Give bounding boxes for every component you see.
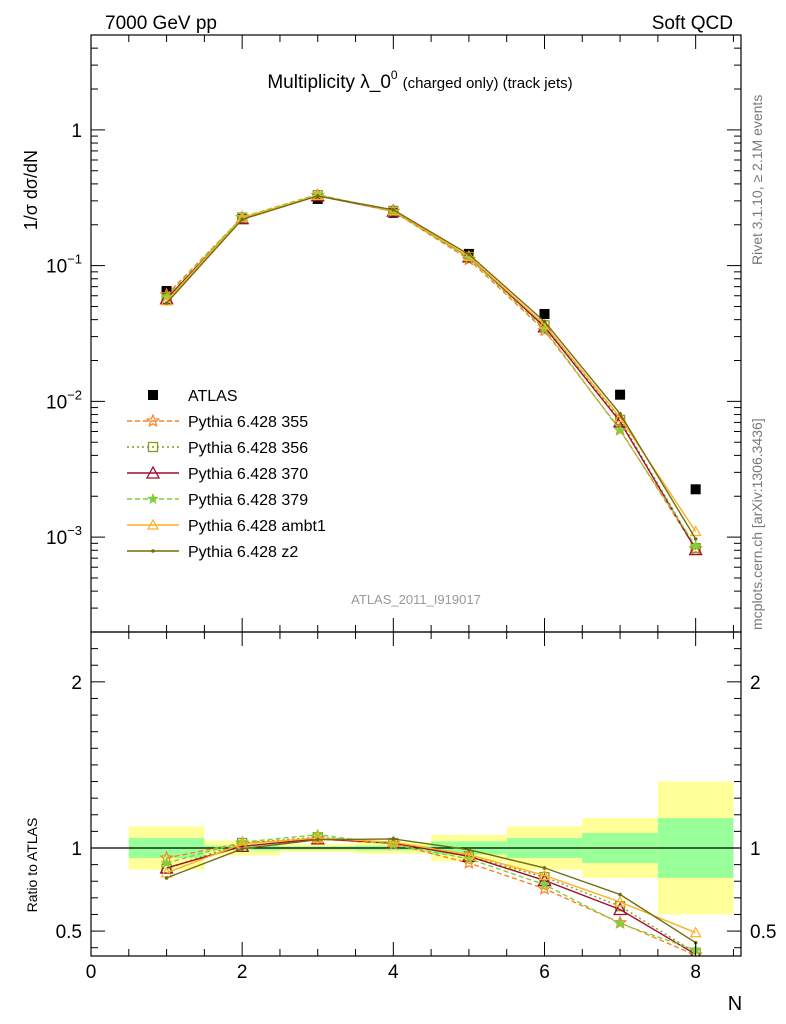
header-right: Soft QCD: [652, 13, 733, 34]
legend-marker-p370: [145, 465, 161, 479]
y-tick-label: 10−3: [46, 523, 82, 549]
analysis-id: ATLAS_2011_I919017: [351, 592, 481, 607]
point-z2: [467, 252, 471, 257]
series-line-z2: [166, 195, 697, 540]
point-z2: [693, 537, 698, 541]
point-data: [539, 309, 550, 320]
ratio-point-ambt1: [387, 835, 400, 847]
ratio-line-p379: [166, 833, 696, 951]
ratio-y-tick-label: 2: [71, 673, 82, 694]
series-line-p379: [166, 193, 697, 547]
legend-label-z2: Pythia 6.428 z2: [188, 544, 298, 561]
ratio-point-z2: [542, 866, 547, 870]
point-ambt1: [311, 189, 324, 201]
ratio-plot-area: 0 2 4 6 8 0.5 0.5 1 1 2 2: [56, 631, 776, 983]
point-z2: [391, 207, 396, 212]
main-frame: [90, 34, 742, 633]
y-tick-label: 10−2: [46, 387, 82, 413]
legend-marker-ambt1: [146, 518, 160, 530]
point-z2: [315, 194, 320, 198]
main-ylabel: 1/σ dσ/dN: [21, 150, 41, 230]
point-data: [690, 484, 701, 495]
x-tick-label: 4: [388, 962, 399, 983]
legend-marker-z2: [151, 549, 155, 553]
ratio-line-p370: [166, 838, 697, 955]
legend-label-data: ATLAS: [188, 388, 238, 405]
point-z2: [240, 217, 244, 222]
point-ambt1: [236, 211, 249, 223]
legend-marker-p355: [145, 413, 161, 428]
legend-marker-data: [148, 390, 158, 400]
legend-marker-p356: [147, 441, 159, 453]
point-p379: [614, 424, 626, 436]
ratio-point-p370: [612, 902, 628, 916]
ratio-frame: [90, 631, 742, 957]
ratio-point-ambt1: [689, 926, 702, 938]
ratio-line-z2: [166, 838, 697, 944]
ratio-point-p379: [614, 917, 626, 929]
point-z2: [542, 319, 547, 324]
ratio-y-tick-label-right: 0.5: [750, 922, 776, 943]
legend-label-p370: Pythia 6.428 370: [188, 466, 308, 483]
ratio-y-tick-label: 0.5: [56, 922, 82, 943]
ratio-point-ambt1: [614, 895, 627, 907]
ratio-point-z2: [240, 847, 244, 851]
ratio-ylabel: Ratio to ATLAS: [24, 818, 40, 913]
x-tick-label: 2: [237, 962, 248, 983]
y-tick-label: 10−1: [46, 252, 82, 278]
ratio-y-tick-label-right: 2: [750, 673, 761, 694]
ratio-point-ambt1: [538, 869, 551, 881]
ratio-point-p379: [160, 856, 173, 868]
ratio-y-tick-label-right: 1: [750, 839, 761, 860]
y-tick-label: 1: [71, 121, 82, 142]
x-axis-label: N: [728, 993, 742, 1015]
legend-marker-p379: [147, 492, 159, 504]
plot-title-small: (charged only) (track jets): [403, 75, 573, 92]
x-tick-label: 8: [690, 962, 701, 983]
plot-title-main: Multiplicity λ_0: [267, 72, 391, 93]
ratio-line-ambt1: [166, 837, 696, 934]
ratio-point-ambt1: [462, 848, 475, 860]
ratio-point-ambt1: [311, 831, 324, 843]
point-p379: [689, 539, 702, 551]
plot-title: Multiplicity λ_00 (charged only) (track j…: [267, 68, 572, 93]
legend-label-p355: Pythia 6.428 355: [188, 414, 308, 431]
ratio-point-z2: [618, 892, 622, 897]
point-z2: [618, 411, 622, 416]
legend-label-ambt1: Pythia 6.428 ambt1: [188, 518, 326, 535]
legend-label-p356: Pythia 6.428 356: [188, 440, 308, 457]
ratio-y-tick-label: 1: [71, 839, 82, 860]
ratio-point-z2: [164, 876, 169, 880]
plot-title-sup: 0: [391, 68, 398, 82]
legend: ATLAS Pythia 6.428 355 Pythia 6.428 356 Pyt…: [127, 388, 326, 561]
ratio-point-p379: [538, 878, 551, 890]
point-z2: [164, 301, 169, 305]
point-ambt1: [689, 525, 702, 537]
legend-label-p379: Pythia 6.428 379: [188, 492, 308, 509]
header-left: 7000 GeV pp: [105, 13, 217, 34]
ratio-series-group: [159, 828, 703, 956]
x-tick-label: 0: [86, 962, 97, 983]
x-tick-label: 6: [539, 962, 550, 983]
main-plot-area: 1 10−1 10−2 10−3: [46, 34, 742, 633]
ratio-point-z2: [467, 847, 471, 852]
ratio-point-z2: [391, 837, 396, 841]
point-ambt1: [387, 204, 400, 216]
point-data: [615, 389, 626, 400]
rivet-label: Rivet 3.1.10, ≥ 2.1M events: [749, 95, 765, 265]
source-label: mcplots.cern.ch [arXiv:1306.3436]: [749, 418, 765, 630]
ratio-point-z2: [315, 837, 320, 842]
series-line-ambt1: [166, 194, 697, 532]
